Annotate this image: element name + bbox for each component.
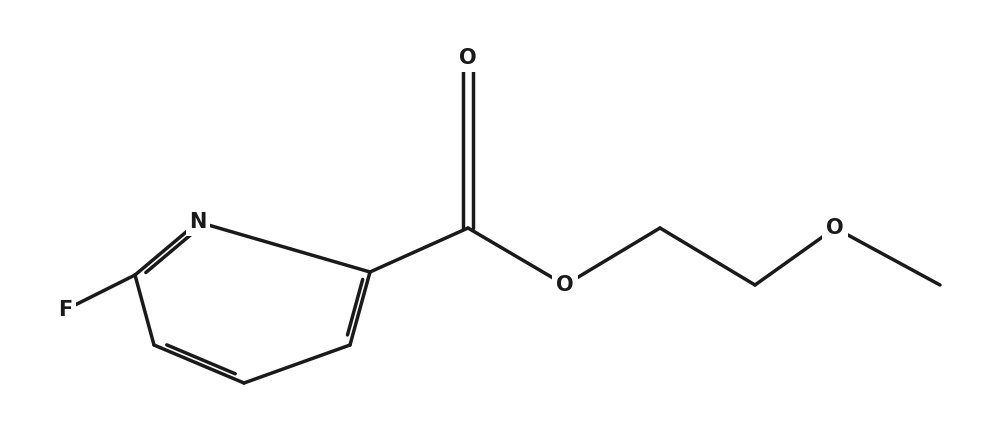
Text: O: O xyxy=(825,218,843,238)
Text: O: O xyxy=(556,275,574,295)
Text: F: F xyxy=(58,300,72,320)
Text: N: N xyxy=(190,212,207,232)
Text: O: O xyxy=(458,48,476,68)
